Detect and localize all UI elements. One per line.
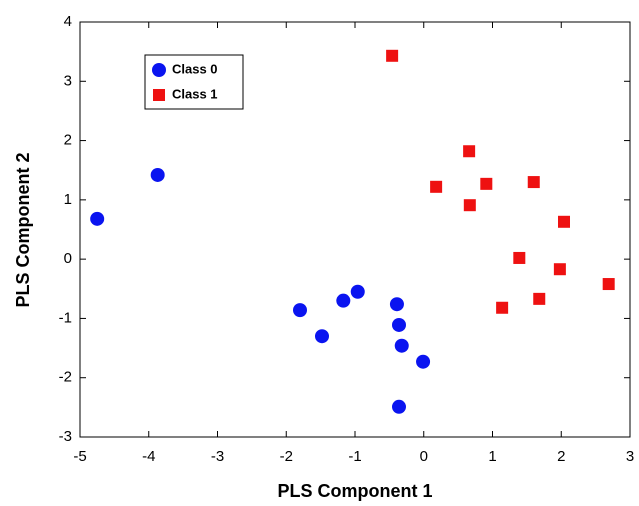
y-tick-label: 2 [64,132,72,149]
x-tick-label: 2 [557,448,565,465]
point [527,176,540,189]
point [394,338,409,353]
point [350,284,365,299]
point [386,49,399,62]
x-tick-label: -4 [142,448,155,465]
x-tick-label: -1 [348,448,361,465]
y-tick-label: 1 [64,191,72,208]
legend-marker [152,63,166,77]
x-axis-title: PLS Component 1 [277,481,432,501]
point [558,215,570,228]
point [392,317,406,332]
point [496,301,509,314]
legend-text: Class 0 [172,61,218,76]
point [90,211,105,226]
y-axis-title: PLS Component 2 [13,152,33,307]
point [336,293,351,308]
y-tick-label: -1 [59,309,72,326]
point [293,303,307,318]
y-tick-label: 0 [64,250,72,267]
y-tick-label: -2 [59,369,72,386]
point [315,329,329,344]
x-tick-label: 3 [626,448,634,465]
point [463,199,476,212]
x-tick-label: -2 [280,448,293,465]
point [533,292,546,305]
point [389,297,404,312]
legend-text: Class 1 [172,86,218,101]
legend-marker [153,89,165,101]
x-tick-label: 1 [488,448,496,465]
point [513,251,526,264]
point [416,354,431,369]
y-tick-label: 3 [64,72,72,89]
x-tick-label: 0 [420,448,428,465]
point [463,145,476,158]
point [553,263,566,276]
point [430,180,443,193]
point [392,399,406,414]
x-tick-label: -5 [73,448,86,465]
point [150,167,165,182]
y-tick-label: 4 [64,13,72,30]
x-tick-label: -3 [211,448,224,465]
point [602,278,615,291]
y-tick-label: -3 [59,428,72,445]
point [480,177,493,190]
